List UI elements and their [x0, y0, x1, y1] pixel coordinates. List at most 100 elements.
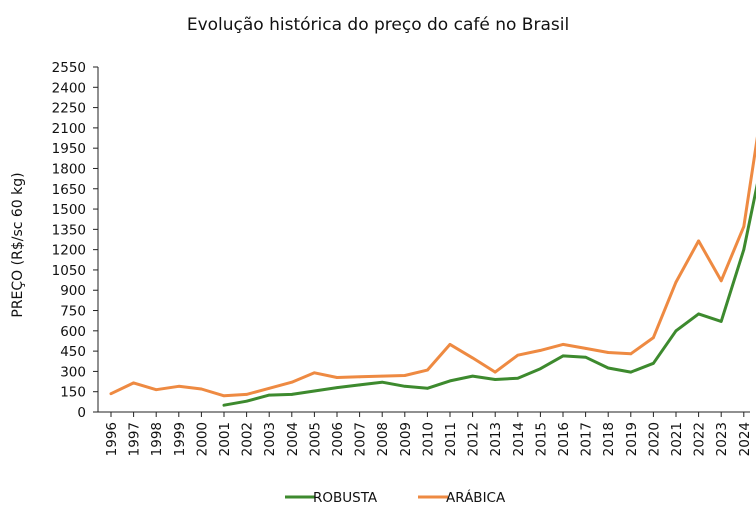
x-tick-label: 2009 [398, 422, 414, 456]
data-point-arabica [380, 374, 384, 378]
legend-label: ROBUSTA [313, 490, 378, 506]
x-tick-label: 1997 [127, 422, 143, 456]
data-point-robusta [245, 399, 248, 403]
y-tick-label: 2100 [52, 121, 86, 137]
y-tick-label: 600 [60, 324, 86, 340]
data-point-arabica [606, 351, 610, 354]
y-tick-label: 1650 [52, 182, 86, 198]
x-tick-label: 2019 [624, 422, 640, 456]
y-tick-label: 1200 [52, 243, 86, 259]
data-point-robusta [222, 403, 226, 407]
data-point-robusta [403, 384, 407, 388]
x-tick-label: 2018 [601, 422, 617, 456]
data-point-arabica [697, 239, 700, 243]
data-point-arabica [742, 225, 746, 228]
y-tick-label: 450 [60, 344, 86, 360]
data-point-arabica [313, 371, 316, 375]
data-point-arabica [652, 336, 655, 339]
x-tick-label: 2017 [579, 422, 595, 456]
y-tick-label: 1950 [52, 141, 86, 157]
series-line-robusta [222, 183, 756, 407]
data-point-arabica [132, 381, 135, 385]
data-point-robusta [652, 361, 655, 365]
x-tick-label: 2016 [556, 422, 572, 456]
x-tick-label: 2008 [375, 422, 391, 456]
data-point-arabica [719, 279, 723, 283]
data-point-robusta [697, 312, 700, 316]
data-point-robusta [267, 393, 271, 397]
x-tick-label: 2014 [511, 422, 527, 456]
x-tick-label: 2013 [488, 422, 504, 456]
data-point-robusta [426, 387, 429, 390]
x-tick-label: 2015 [533, 422, 549, 456]
data-point-arabica [358, 375, 361, 379]
data-point-robusta [358, 383, 361, 387]
legend-item-robusta: ROBUSTA [285, 490, 378, 506]
x-tick-label: 1999 [172, 422, 188, 456]
data-point-robusta [313, 389, 316, 393]
data-point-arabica [426, 368, 429, 372]
x-tick-label: 2000 [194, 422, 210, 456]
data-point-robusta [674, 329, 678, 333]
data-point-arabica [403, 374, 407, 377]
data-point-arabica [177, 384, 181, 388]
data-point-robusta [742, 248, 746, 251]
y-tick-label: 900 [60, 283, 86, 299]
x-axis: 1996 1997 1998 1999 2000 2001 2002 2003 2004 2005… [98, 411, 753, 456]
x-tick-label: 2023 [714, 422, 730, 456]
x-tick-label: 2011 [443, 422, 459, 456]
x-tick-label: 2020 [646, 422, 662, 456]
data-point-arabica [335, 376, 339, 379]
y-tick-label: 750 [60, 304, 86, 320]
data-point-arabica [539, 349, 542, 352]
data-point-robusta [493, 378, 497, 381]
series-layer [109, 136, 756, 407]
x-tick-label: 2007 [353, 422, 369, 456]
legend-item-arabica: ARÁBICA [418, 489, 506, 506]
x-tick-label: 2010 [420, 422, 436, 456]
data-point-robusta [719, 320, 723, 323]
x-tick-label: 2021 [669, 422, 685, 456]
x-tick-label: 2005 [307, 422, 323, 456]
data-point-robusta [561, 354, 565, 358]
data-point-arabica [200, 387, 203, 391]
data-point-arabica [222, 394, 226, 398]
data-point-arabica [245, 393, 248, 396]
series-line-arabica [109, 136, 756, 398]
data-point-arabica [448, 343, 452, 346]
legend-label: ARÁBICA [446, 489, 506, 506]
data-point-robusta [584, 355, 587, 359]
data-point-arabica [267, 387, 271, 390]
y-tick-label: 1800 [52, 161, 86, 177]
data-point-arabica [109, 392, 113, 396]
y-tick-label: 2400 [52, 80, 86, 96]
data-point-robusta [335, 386, 339, 389]
x-tick-label: 2012 [466, 422, 482, 456]
data-point-robusta [606, 366, 610, 370]
y-tick-label: 2250 [52, 101, 86, 117]
data-point-robusta [290, 393, 294, 396]
x-tick-label: 1996 [104, 422, 120, 456]
x-tick-label: 2002 [240, 422, 256, 456]
x-tick-label: 2001 [217, 422, 233, 456]
y-tick-label: 150 [60, 385, 86, 401]
data-point-arabica [290, 380, 294, 384]
y-tick-label: 1500 [52, 202, 86, 218]
y-tick-label: 1050 [52, 263, 86, 279]
y-tick-label: 300 [60, 364, 86, 380]
legend: ROBUSTA ARÁBICA [285, 489, 506, 506]
x-tick-label: 2003 [262, 422, 278, 456]
y-tick-label: 0 [77, 405, 86, 421]
x-tick-label: 1998 [149, 422, 165, 456]
data-point-arabica [584, 347, 587, 350]
data-point-robusta [448, 379, 452, 383]
y-axis: 0 150 300 450 600 750 900 1050 1200 1350 1500 1650 1… [52, 60, 99, 421]
data-point-arabica [471, 356, 474, 360]
chart-title: Evolução histórica do preço do café no B… [187, 15, 569, 35]
data-point-robusta [516, 376, 520, 380]
data-point-robusta [380, 380, 384, 384]
y-axis-label: PREÇO (R$/sc 60 kg) [10, 172, 26, 317]
data-point-arabica [154, 388, 158, 391]
data-point-robusta [471, 374, 474, 378]
